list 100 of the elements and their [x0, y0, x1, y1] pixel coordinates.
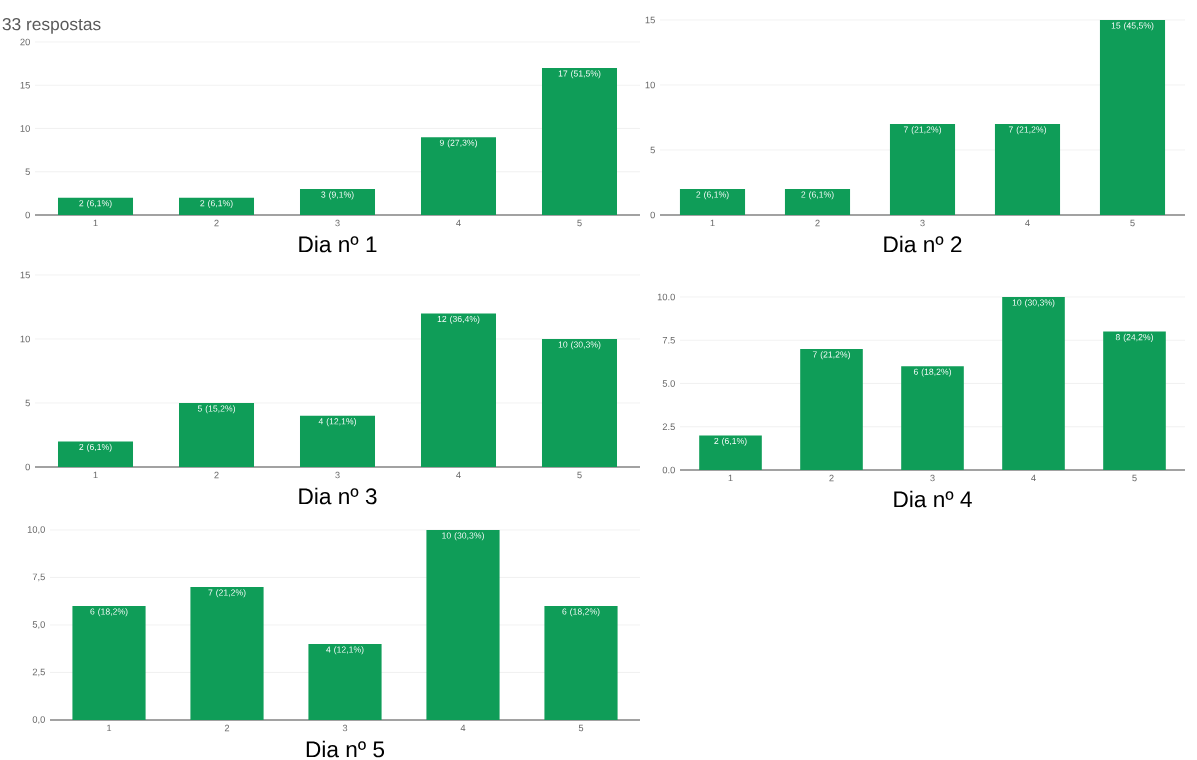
data-label: 3 (9,1%) [321, 191, 354, 200]
text: Dia nº 4 [894, 490, 972, 508]
bar [179, 197, 255, 215]
y-tick-label: 0 [25, 211, 30, 219]
x-tick-label: 4 [1031, 474, 1036, 482]
data-label: 2 (6,1%) [79, 199, 112, 209]
data-label: 7 (21,2%) [1008, 126, 1046, 135]
x-tick-label: 5 [577, 219, 582, 227]
data-label: 4 (12,1%) [326, 646, 364, 655]
bar [420, 313, 497, 467]
data-label: 6 (18,2%) [913, 368, 951, 377]
bar [1002, 296, 1065, 470]
data-label: 15 (45,5%) [1111, 22, 1154, 31]
x-tick-label: 3 [930, 474, 935, 482]
bar [58, 441, 134, 467]
y-tick-label: 0 [25, 463, 30, 471]
y-tick-label: 15 [645, 16, 655, 24]
y-tick-label: 10 [645, 81, 655, 89]
data-label: 2 (6,1%) [714, 437, 747, 446]
x-tick-label: 5 [577, 471, 582, 479]
data-label: 9 (27,3%) [439, 139, 477, 148]
x-tick-label: 5 [1130, 219, 1135, 227]
data-label: 2 (6,1%) [79, 443, 112, 452]
x-tick-label: 3 [335, 471, 340, 479]
bar [1099, 19, 1166, 215]
text: Dia nº 2 [884, 235, 962, 253]
bar [420, 137, 497, 215]
x-tick-label: 1 [107, 724, 112, 732]
x-tick-label: 3 [335, 219, 340, 227]
x-tick-label: 4 [456, 471, 461, 479]
data-label: 17 (51,5%) [558, 70, 601, 79]
y-tick-label: 20 [20, 38, 30, 46]
chart-subtitle: 33 respostas [2, 18, 101, 34]
text: Dia nº 5 [306, 740, 385, 758]
bar [299, 415, 376, 467]
bar [544, 605, 618, 720]
data-label: 7 (21,2%) [208, 589, 246, 598]
bar [190, 586, 264, 720]
data-label: 7 (21,2%) [812, 351, 850, 360]
bar [541, 67, 618, 215]
data-label: 10 (30,3%) [558, 341, 601, 350]
x-tick-label: 2 [224, 724, 230, 732]
y-tick-label: 7,5 [32, 573, 45, 582]
bar [679, 188, 746, 215]
data-label: 10 (30,3%) [1012, 299, 1055, 308]
data-label: 8 (24,2%) [1115, 333, 1153, 342]
x-tick-label: 1 [710, 219, 715, 227]
y-tick-label: 15 [20, 81, 30, 89]
x-tick-label: 1 [728, 474, 733, 482]
x-tick-label: 2 [214, 219, 219, 227]
data-label: 12 (36,4%) [437, 315, 480, 324]
bar [541, 338, 618, 467]
bar [699, 435, 762, 470]
bar [426, 529, 500, 720]
bar [994, 123, 1061, 215]
y-tick-label: 0 [650, 211, 655, 219]
data-label: 6 (18,2%) [90, 608, 128, 617]
bar [901, 366, 964, 470]
x-tick-label: 4 [1025, 219, 1030, 227]
y-tick-label: 0.0 [662, 466, 675, 474]
bar [58, 197, 134, 215]
y-tick-label: 2.5 [662, 423, 675, 431]
data-label: 7 (21,2%) [903, 126, 941, 135]
y-tick-label: 5 [650, 146, 655, 154]
bar [72, 605, 146, 720]
data-label: 5 (15,2%) [197, 405, 235, 414]
data-label: 10 (30,3%) [442, 532, 484, 541]
text: Dia nº 1 [299, 235, 377, 253]
y-tick-label: 5 [25, 168, 30, 175]
y-tick-label: 10 [20, 335, 30, 343]
y-tick-label: 5.0 [662, 380, 675, 387]
x-tick-label: 5 [578, 724, 584, 732]
bar [308, 643, 382, 720]
text: Dia nº 3 [299, 487, 377, 505]
x-tick-label: 4 [456, 219, 461, 227]
bar [889, 123, 956, 215]
bar [299, 189, 376, 215]
bar [800, 348, 863, 470]
y-tick-label: 10,0 [27, 526, 45, 534]
bar [179, 402, 255, 467]
x-tick-label: 1 [93, 219, 98, 227]
y-tick-label: 5 [25, 399, 30, 407]
y-tick-label: 15 [20, 271, 30, 279]
x-tick-label: 2 [829, 474, 834, 482]
data-label: 4 (12,1%) [318, 418, 356, 427]
bar [1103, 331, 1166, 470]
x-tick-label: 5 [1132, 474, 1137, 482]
x-tick-label: 2 [214, 471, 219, 479]
y-tick-label: 10.0 [657, 293, 675, 301]
data-label: 2 (6,1%) [696, 191, 729, 200]
bar [784, 188, 851, 215]
data-label: 6 (18,2%) [562, 608, 600, 617]
data-label: 2 (6,1%) [801, 191, 834, 200]
y-tick-label: 0,0 [32, 716, 45, 724]
y-tick-label: 10 [20, 125, 30, 132]
x-tick-label: 3 [920, 219, 925, 227]
data-label: 2 (6,1%) [200, 199, 233, 209]
x-tick-label: 1 [93, 471, 98, 479]
x-tick-label: 3 [342, 724, 348, 732]
y-tick-label: 7.5 [662, 336, 675, 344]
